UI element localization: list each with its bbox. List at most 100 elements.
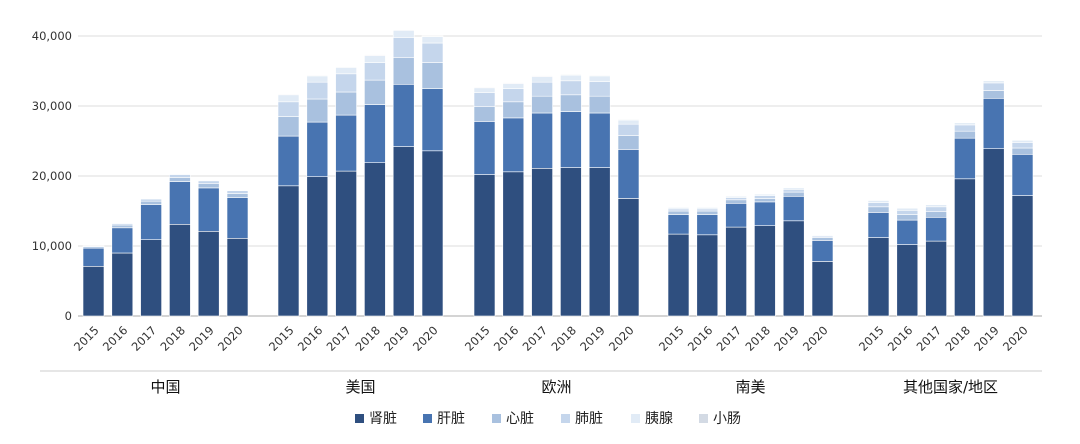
x-tick-label: 2016 bbox=[685, 323, 716, 354]
legend-label: 心脏 bbox=[506, 411, 534, 427]
bar-segment bbox=[502, 101, 525, 119]
bar-segment bbox=[617, 198, 640, 317]
bar-segment bbox=[925, 206, 947, 213]
bar-segment bbox=[925, 211, 947, 218]
bar-segment bbox=[197, 180, 220, 184]
x-tick-label: 2020 bbox=[410, 323, 441, 354]
bar-segment bbox=[896, 207, 919, 211]
bar-segment bbox=[502, 117, 525, 173]
x-tick-label: 2015 bbox=[462, 323, 493, 354]
group-labels: 中国 美国 欧洲 南美 其他国家/地区 bbox=[40, 370, 1042, 396]
bar-segment bbox=[82, 247, 105, 267]
bar-segment bbox=[588, 167, 611, 317]
group-label: 中国 bbox=[150, 378, 180, 396]
legend: 肾脏 肝脏 心脏 肺脏 胰腺 小肠 bbox=[355, 411, 741, 427]
x-tick-label: 2020 bbox=[606, 323, 637, 354]
bar-segment bbox=[421, 42, 444, 63]
bar-segment bbox=[867, 206, 890, 213]
bar-segment bbox=[277, 116, 300, 137]
bar-segment bbox=[473, 92, 496, 107]
bars bbox=[82, 29, 1034, 317]
bar-segment bbox=[588, 75, 611, 82]
legend-item: 小肠 bbox=[699, 411, 741, 427]
bar-segment bbox=[782, 189, 805, 193]
group-label: 南美 bbox=[735, 378, 765, 396]
bar-segment bbox=[696, 234, 719, 317]
bar-segment bbox=[925, 217, 947, 242]
bar-segment bbox=[197, 231, 220, 317]
x-tick-label: 2017 bbox=[129, 323, 160, 354]
bar-segment bbox=[617, 135, 640, 150]
x-tick-label: 2019 bbox=[771, 323, 802, 354]
bar-segment bbox=[811, 240, 834, 262]
bar-segment bbox=[169, 174, 191, 178]
bar-segment bbox=[588, 112, 611, 168]
bar-segment bbox=[782, 191, 805, 197]
bar-group bbox=[667, 187, 834, 317]
bar-segment bbox=[667, 210, 690, 215]
bar-segment bbox=[111, 224, 134, 229]
bar-segment bbox=[306, 75, 329, 83]
bar-segment bbox=[1011, 195, 1034, 317]
x-tick-label: 2017 bbox=[914, 323, 945, 354]
bar-segment bbox=[782, 196, 805, 222]
legend-item: 肾脏 bbox=[355, 411, 397, 427]
bar-segment bbox=[725, 226, 747, 317]
bar-segment bbox=[392, 29, 415, 31]
bar-segment bbox=[392, 84, 415, 147]
x-tick-label: 2015 bbox=[266, 323, 297, 354]
bar-segment bbox=[364, 162, 386, 317]
bar-segment bbox=[226, 238, 249, 317]
bar-segment bbox=[896, 210, 919, 215]
x-tick-label: 2015 bbox=[856, 323, 887, 354]
bar-segment bbox=[502, 88, 525, 103]
bar-segment bbox=[754, 198, 776, 203]
bar-segment bbox=[531, 81, 553, 97]
bar-segment bbox=[226, 197, 249, 239]
bar-segment bbox=[560, 94, 582, 112]
bar-segment bbox=[277, 93, 300, 96]
bar-segment bbox=[782, 220, 805, 317]
bar-segment bbox=[306, 81, 329, 100]
bar-segment bbox=[306, 74, 329, 77]
bar-segment bbox=[82, 245, 105, 247]
legend-label: 肺脏 bbox=[575, 411, 603, 427]
bar-segment bbox=[782, 187, 805, 190]
bar-segment bbox=[169, 177, 191, 182]
bar-segment bbox=[421, 150, 444, 317]
bar-segment bbox=[473, 106, 496, 122]
bar-segment bbox=[811, 261, 834, 317]
bar-segment bbox=[1011, 147, 1034, 155]
x-tick-label: 2019 bbox=[381, 323, 412, 354]
y-tick-label: 20,000 bbox=[32, 169, 72, 183]
legend-swatch bbox=[492, 414, 501, 423]
bar-segment bbox=[696, 214, 719, 236]
legend-label: 胰腺 bbox=[645, 411, 673, 427]
bar-segment bbox=[473, 87, 496, 94]
bar-segment bbox=[306, 121, 329, 177]
bar-segment bbox=[925, 204, 947, 208]
x-tick-label: 2017 bbox=[324, 323, 355, 354]
bar-segment bbox=[954, 130, 976, 139]
bar-segment bbox=[473, 86, 496, 89]
bar-segment bbox=[754, 225, 776, 317]
bar-segment bbox=[277, 185, 300, 317]
bar-segment bbox=[335, 91, 357, 116]
x-tick-label: 2015 bbox=[71, 323, 102, 354]
bar-segment bbox=[82, 265, 105, 317]
x-tick-label: 2019 bbox=[971, 323, 1002, 354]
bar-group bbox=[867, 80, 1034, 317]
bar-segment bbox=[560, 80, 582, 96]
bar-segment bbox=[277, 101, 300, 117]
bar-segment bbox=[667, 208, 690, 212]
bar-segment bbox=[867, 202, 890, 208]
bar-group bbox=[277, 29, 444, 317]
bar-segment bbox=[667, 233, 690, 317]
bar-segment bbox=[1011, 140, 1034, 143]
bar-segment bbox=[617, 119, 640, 125]
bar-segment bbox=[421, 36, 444, 44]
bar-segment bbox=[531, 76, 553, 83]
legend-swatch bbox=[355, 414, 364, 423]
y-tick-label: 10,000 bbox=[32, 239, 72, 253]
